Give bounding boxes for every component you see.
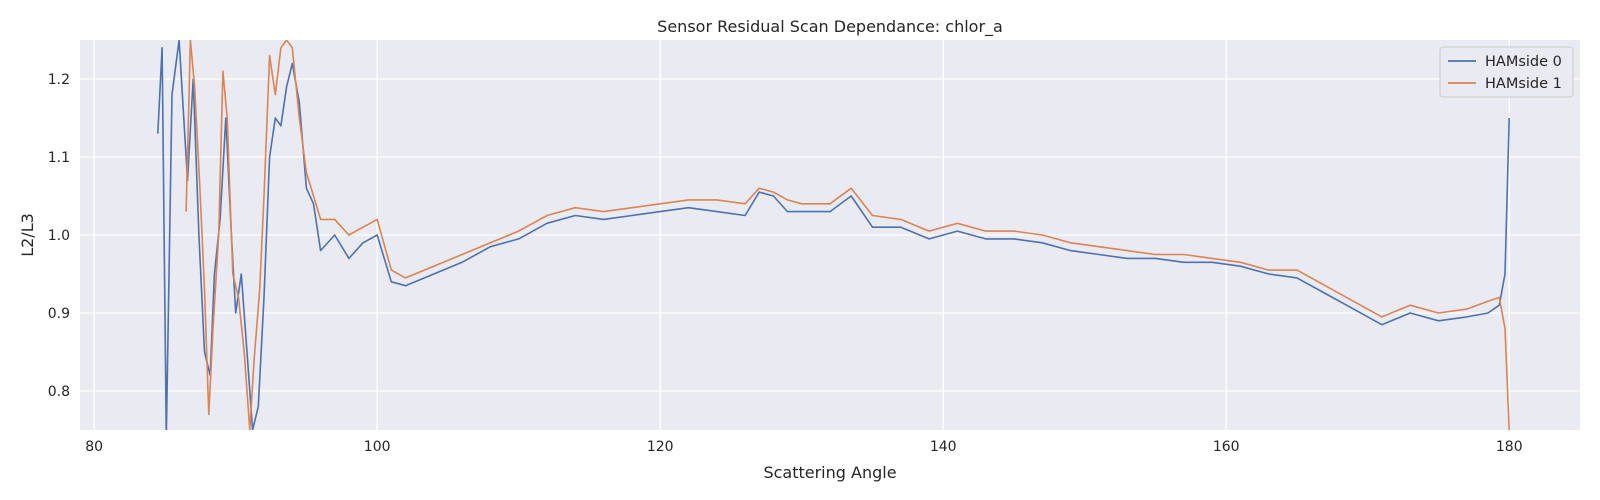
y-tick-label: 1.0 bbox=[48, 228, 70, 244]
y-tick-label: 0.9 bbox=[48, 306, 70, 322]
x-tick-label: 160 bbox=[1213, 439, 1240, 455]
y-tick-label: 1.2 bbox=[48, 72, 70, 88]
y-tick-label: 1.1 bbox=[48, 150, 70, 166]
series-line-hamside-1 bbox=[185, 40, 1510, 430]
chart-title: Sensor Residual Scan Dependance: chlor_a bbox=[657, 17, 1003, 37]
x-tick-label: 180 bbox=[1496, 439, 1523, 455]
y-axis-label: L2/L3 bbox=[18, 213, 37, 257]
series-lines bbox=[157, 40, 1510, 430]
x-tick-label: 100 bbox=[364, 439, 391, 455]
legend-label: HAMside 1 bbox=[1485, 76, 1562, 92]
y-tick-label: 0.8 bbox=[48, 384, 70, 400]
legend-label: HAMside 0 bbox=[1485, 54, 1562, 70]
x-tick-label: 120 bbox=[647, 439, 674, 455]
legend: HAMside 0 HAMside 1 bbox=[1439, 46, 1574, 98]
x-tick-label: 140 bbox=[930, 439, 957, 455]
x-axis-label: Scattering Angle bbox=[763, 463, 896, 482]
legend-box bbox=[1439, 46, 1574, 98]
tick-labels: 80 100 120 140 160 180 0.8 0.9 1.0 1.1 1.2 bbox=[48, 72, 1523, 455]
x-tick-label: 80 bbox=[85, 439, 103, 455]
grid bbox=[80, 40, 1580, 430]
